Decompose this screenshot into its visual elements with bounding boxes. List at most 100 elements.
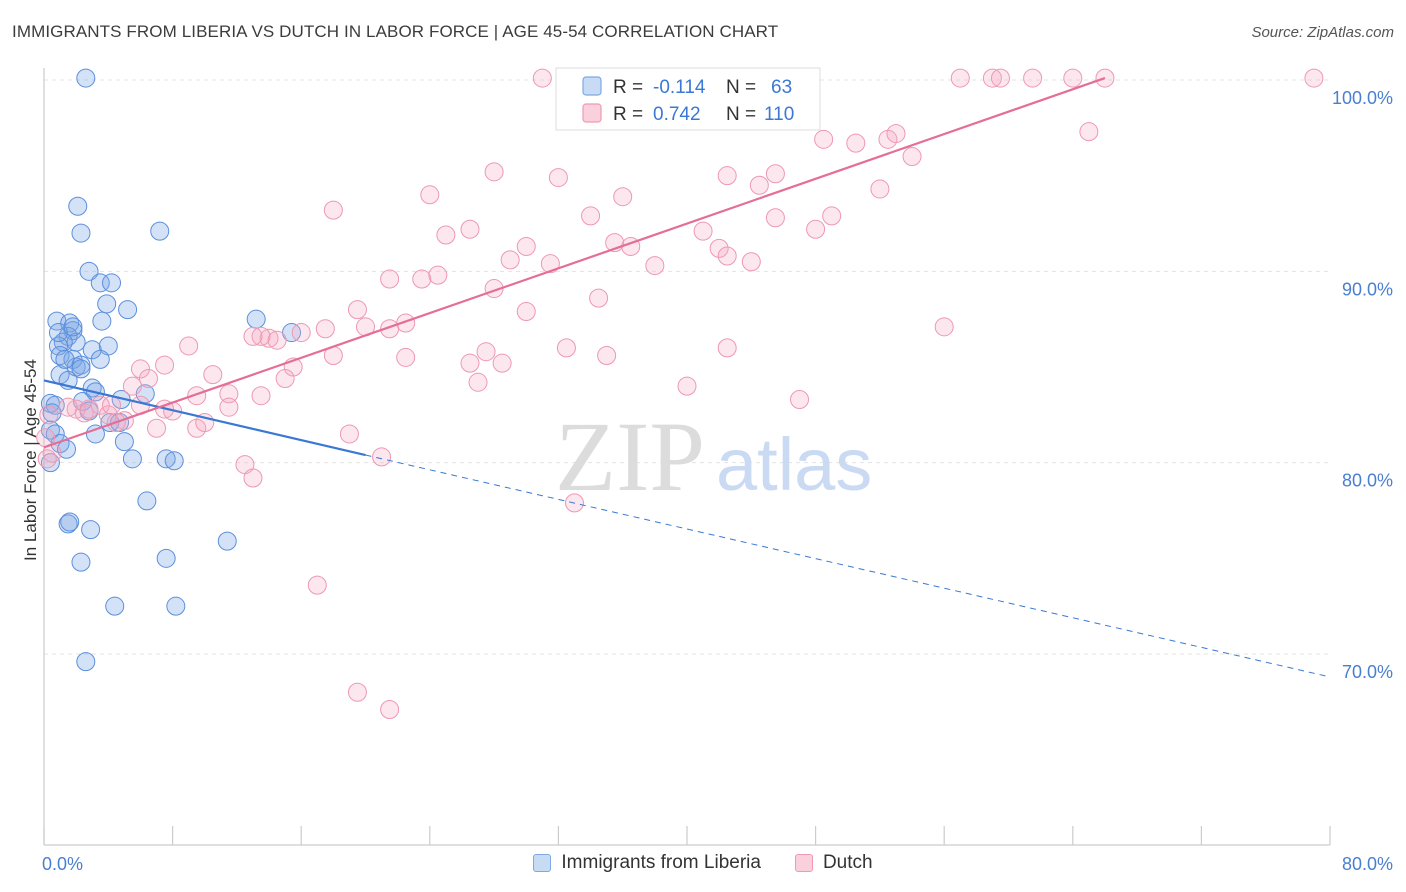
point-dutch	[677, 376, 697, 396]
gridlines	[44, 79, 1330, 655]
point-dutch	[516, 236, 536, 256]
watermark-atlas: atlas	[716, 423, 872, 506]
point-dutch	[347, 300, 367, 320]
point-dutch	[1063, 68, 1083, 88]
point-liberia	[92, 311, 112, 331]
point-dutch	[556, 338, 576, 358]
point-dutch	[114, 411, 134, 431]
point-dutch	[492, 353, 512, 373]
point-dutch	[950, 68, 970, 88]
point-dutch	[259, 328, 279, 348]
x-tick-label: 80.0%	[1342, 854, 1393, 874]
point-dutch	[396, 347, 416, 367]
point-dutch	[380, 269, 400, 289]
point-dutch	[39, 405, 59, 425]
point-liberia	[76, 652, 96, 672]
x-tick-label: 0.0%	[42, 854, 83, 874]
stats-legend-n-label-dutch: N =	[726, 104, 761, 125]
point-dutch	[90, 395, 110, 415]
point-dutch	[155, 355, 175, 375]
point-liberia	[217, 531, 237, 551]
point-dutch	[765, 208, 785, 228]
chart-title: IMMIGRANTS FROM LIBERIA VS DUTCH IN LABO…	[12, 22, 779, 41]
point-dutch	[990, 68, 1010, 88]
point-dutch	[982, 68, 1002, 88]
y-tick-label: 80.0%	[1342, 471, 1393, 491]
point-dutch	[219, 397, 239, 417]
point-liberia	[40, 453, 60, 473]
point-dutch	[147, 418, 167, 438]
point-liberia	[82, 340, 102, 360]
point-dutch	[500, 250, 520, 270]
point-dutch	[372, 447, 392, 467]
point-dutch	[203, 365, 223, 385]
point-liberia	[60, 512, 80, 532]
point-liberia	[63, 317, 83, 337]
stats-legend-r-label-liberia: R =	[613, 77, 648, 98]
point-liberia	[79, 261, 99, 281]
legend-swatch-dutch	[794, 854, 813, 872]
regression-line-liberia	[43, 379, 366, 457]
point-dutch	[380, 699, 400, 719]
point-liberia	[246, 309, 266, 329]
point-dutch	[822, 206, 842, 226]
point-dutch	[138, 368, 158, 388]
point-liberia	[71, 359, 91, 379]
stats-legend: R = -0.114 N = 63 R = 0.742 N = 110	[555, 67, 821, 131]
y-tick-label: 70.0%	[1342, 662, 1393, 682]
point-dutch	[814, 129, 834, 149]
point-dutch	[597, 346, 617, 366]
point-dutch	[934, 317, 954, 337]
regression-lines	[43, 77, 1331, 678]
legend-item-liberia: Immigrants from Liberia	[533, 852, 761, 874]
point-dutch	[741, 252, 761, 272]
point-dutch	[765, 164, 785, 184]
point-dutch	[902, 147, 922, 167]
point-dutch	[58, 397, 78, 417]
point-dutch	[476, 342, 496, 362]
legend-item-dutch: Dutch	[794, 852, 873, 874]
stats-legend-swatch-liberia	[582, 76, 602, 96]
point-liberia	[71, 552, 91, 572]
point-liberia	[156, 449, 176, 469]
point-dutch	[1304, 68, 1324, 88]
point-dutch	[468, 372, 488, 392]
point-dutch	[420, 185, 440, 205]
stats-legend-r-value-liberia: -0.114	[653, 77, 706, 98]
point-dutch	[243, 468, 263, 488]
legend-label-dutch: Dutch	[822, 852, 873, 873]
watermark-zip: ZIP	[555, 401, 705, 512]
point-liberia	[81, 520, 101, 540]
point-dutch	[613, 187, 633, 207]
point-dutch	[323, 200, 343, 220]
point-dutch	[516, 302, 536, 322]
point-dutch	[1023, 68, 1043, 88]
watermark: ZIP atlas	[555, 401, 872, 512]
stats-legend-swatch-dutch	[582, 103, 602, 123]
point-dutch	[532, 68, 552, 88]
point-liberia	[71, 223, 91, 243]
point-liberia	[156, 548, 176, 568]
point-dutch	[484, 162, 504, 182]
point-liberia	[114, 432, 134, 452]
point-liberia	[137, 491, 157, 511]
point-dutch	[122, 376, 142, 396]
point-liberia	[90, 273, 110, 293]
point-dutch	[267, 330, 287, 350]
point-liberia	[85, 424, 105, 444]
point-dutch	[581, 206, 601, 226]
stats-legend-r-value-dutch: 0.742	[653, 104, 701, 125]
point-dutch	[102, 395, 122, 415]
point-liberia	[102, 273, 122, 293]
point-dutch	[130, 359, 150, 379]
point-dutch	[275, 368, 295, 388]
point-dutch	[219, 384, 239, 404]
point-liberia	[55, 349, 75, 369]
point-dutch	[460, 219, 480, 239]
point-dutch	[307, 575, 327, 595]
regression-line-dutch	[43, 77, 1106, 449]
point-dutch	[540, 254, 560, 274]
point-dutch	[749, 175, 769, 195]
point-dutch	[548, 168, 568, 188]
